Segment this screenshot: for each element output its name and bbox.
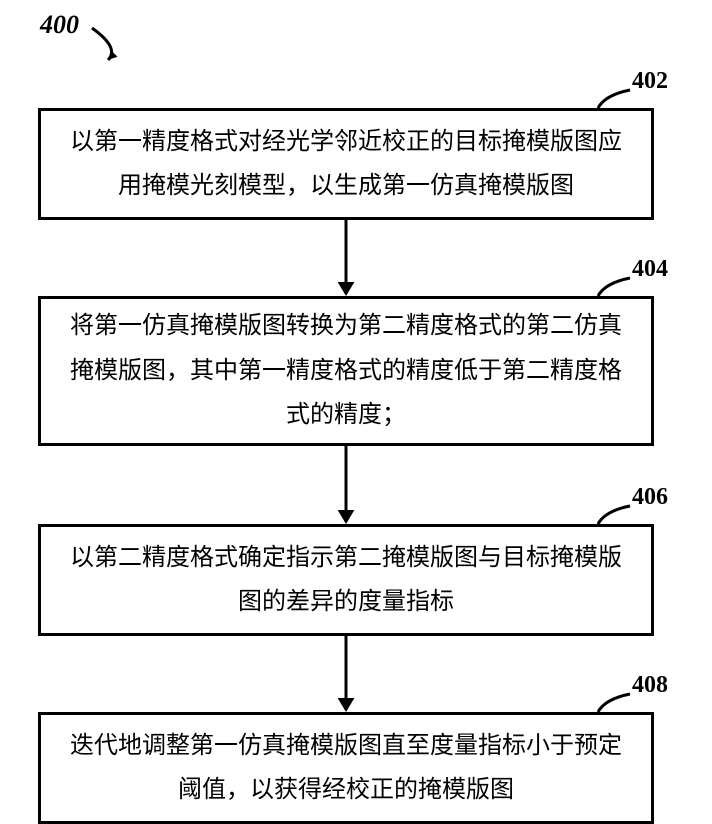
connector-406-408 bbox=[0, 0, 712, 817]
